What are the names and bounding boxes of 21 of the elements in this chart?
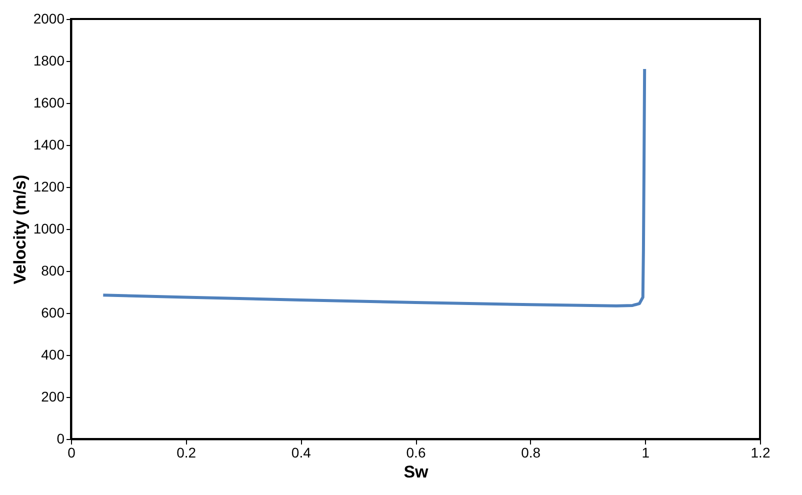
y-tick-label: 600: [41, 304, 65, 320]
x-tick-label: 0.4: [291, 444, 312, 460]
y-tick-label: 1200: [33, 178, 65, 194]
y-tick-label: 0: [56, 430, 65, 446]
y-tick-label: 200: [41, 388, 65, 404]
x-tick-label: 1: [642, 444, 650, 460]
y-tick-label: 800: [41, 262, 65, 278]
y-tick-label: 1400: [33, 136, 65, 152]
x-tick-label: 0.8: [521, 444, 541, 460]
x-tick-label: 0.6: [406, 444, 426, 460]
y-axis-title: Velocity (m/s): [10, 174, 30, 284]
y-tick-label: 1600: [33, 94, 65, 110]
x-tick-label: 0.2: [176, 444, 196, 460]
y-tick-label: 400: [41, 346, 65, 362]
x-tick-label: 1.2: [750, 444, 770, 460]
y-tick-label: 1800: [33, 52, 65, 68]
line-series: [102, 67, 646, 308]
x-axis-title: Sw: [404, 462, 430, 482]
y-tick-label: 2000: [33, 10, 65, 26]
y-tick-label: 1000: [33, 220, 65, 236]
x-tick-label: 0: [68, 444, 76, 460]
